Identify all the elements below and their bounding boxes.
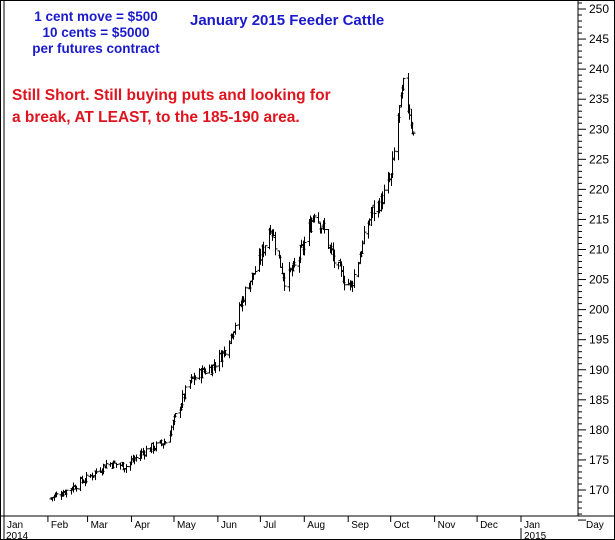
- price-bar: [411, 132, 416, 136]
- price-bar: [54, 491, 59, 498]
- price-bar: [193, 375, 198, 380]
- price-bar: [222, 346, 227, 358]
- y-tick-label: 230: [589, 122, 609, 136]
- y-tick-label: 240: [589, 62, 609, 76]
- y-tick-label: 195: [589, 333, 609, 347]
- y-tick-label: 170: [589, 483, 609, 497]
- price-bar: [213, 361, 218, 373]
- y-tick-label: 200: [589, 303, 609, 317]
- price-bar: [287, 261, 292, 292]
- x-tick-label: Jul: [263, 520, 276, 531]
- chart-title: January 2015 Feeder Cattle: [190, 12, 385, 29]
- price-bar: [312, 213, 317, 223]
- price-bar: [173, 413, 178, 418]
- x-tick-label: Dec: [480, 520, 498, 531]
- price-bar: [282, 272, 287, 291]
- price-bar: [251, 272, 256, 280]
- contract-note-line: 1 cent move = $500: [34, 9, 158, 24]
- year-label: 2015: [524, 531, 547, 540]
- price-bar: [322, 217, 327, 234]
- y-tick-label: 220: [589, 182, 609, 196]
- y-tick-label: 190: [589, 363, 609, 377]
- y-tick-label: 180: [589, 423, 609, 437]
- x-tick-label: May: [177, 520, 196, 531]
- price-bar: [273, 231, 278, 256]
- price-bar: [410, 121, 415, 135]
- price-bar: [233, 322, 238, 335]
- x-tick-label: Sep: [351, 520, 369, 531]
- price-bar: [342, 275, 347, 291]
- price-bar: [372, 200, 377, 222]
- comment-line: Still Short. Still buying puts and looki…: [12, 87, 331, 104]
- x-tick-label: Feb: [51, 520, 69, 531]
- x-tick-label: Oct: [394, 520, 410, 531]
- price-bar: [243, 286, 248, 306]
- price-bar: [382, 184, 387, 204]
- x-axis-ticks: Jan Feb Mar Apr May Jun Jul Aug Sep Oct Nov Dec Jan D…: [3, 516, 604, 540]
- x-tick-label: Nov: [438, 520, 456, 531]
- price-bar: [74, 485, 79, 492]
- price-bar: [302, 236, 307, 256]
- price-bar: [263, 245, 268, 256]
- x-tick-label: Jun: [221, 520, 237, 531]
- y-tick-label: 250: [589, 2, 609, 16]
- y-tick-label: 175: [589, 453, 609, 467]
- price-bar: [104, 459, 109, 468]
- price-bar: [332, 249, 337, 269]
- price-bar: [292, 257, 297, 268]
- price-bar: [183, 385, 188, 400]
- price-bar: [253, 266, 258, 275]
- y-tick-label: 225: [589, 152, 609, 166]
- price-bar: [203, 368, 208, 375]
- year-label: 2014: [6, 531, 29, 540]
- price-bar: [290, 264, 295, 277]
- price-bars: [49, 73, 416, 502]
- price-bar: [316, 212, 321, 224]
- price-bar: [64, 489, 69, 498]
- price-bar: [362, 226, 367, 245]
- x-tick-label: Jan: [524, 520, 540, 531]
- price-bar: [144, 445, 149, 457]
- contract-note-line: per futures contract: [32, 41, 160, 56]
- y-tick-label: 215: [589, 212, 609, 226]
- x-tick-label: Apr: [134, 520, 150, 531]
- x-tick-label: Jan: [7, 520, 23, 531]
- y-tick-label: 185: [589, 393, 609, 407]
- y-tick-label: 210: [589, 243, 609, 257]
- price-bar: [94, 468, 99, 474]
- price-bar: [392, 147, 397, 161]
- price-bar: [154, 441, 159, 452]
- trade-comment: Still Short. Still buying puts and looki…: [12, 85, 331, 129]
- price-bar: [163, 440, 168, 445]
- y-tick-label: 245: [589, 32, 609, 46]
- contract-note-line: 10 cents = $5000: [42, 25, 150, 40]
- price-bar: [124, 464, 129, 473]
- comment-line: a break, AT LEAST, to the 185-190 area.: [12, 109, 300, 126]
- contract-value-note: 1 cent move = $500 10 cents = $5000 per …: [6, 9, 186, 57]
- price-bar: [352, 269, 357, 289]
- price-bar: [114, 462, 119, 468]
- x-tick-label: Aug: [307, 520, 325, 531]
- price-bar: [134, 454, 139, 462]
- price-bar: [84, 471, 89, 484]
- price-bar: [401, 77, 406, 91]
- y-tick-label: 205: [589, 273, 609, 287]
- y-tick-label: 235: [589, 92, 609, 106]
- y-axis-ticks: 170 175 180 185 190 195 200 205 210 215 220 225 230 2…: [578, 2, 609, 521]
- x-tick-label: Mar: [91, 520, 109, 531]
- price-bar: [298, 244, 303, 264]
- x-tick-label: Day: [586, 520, 604, 531]
- price-bar: [223, 350, 228, 357]
